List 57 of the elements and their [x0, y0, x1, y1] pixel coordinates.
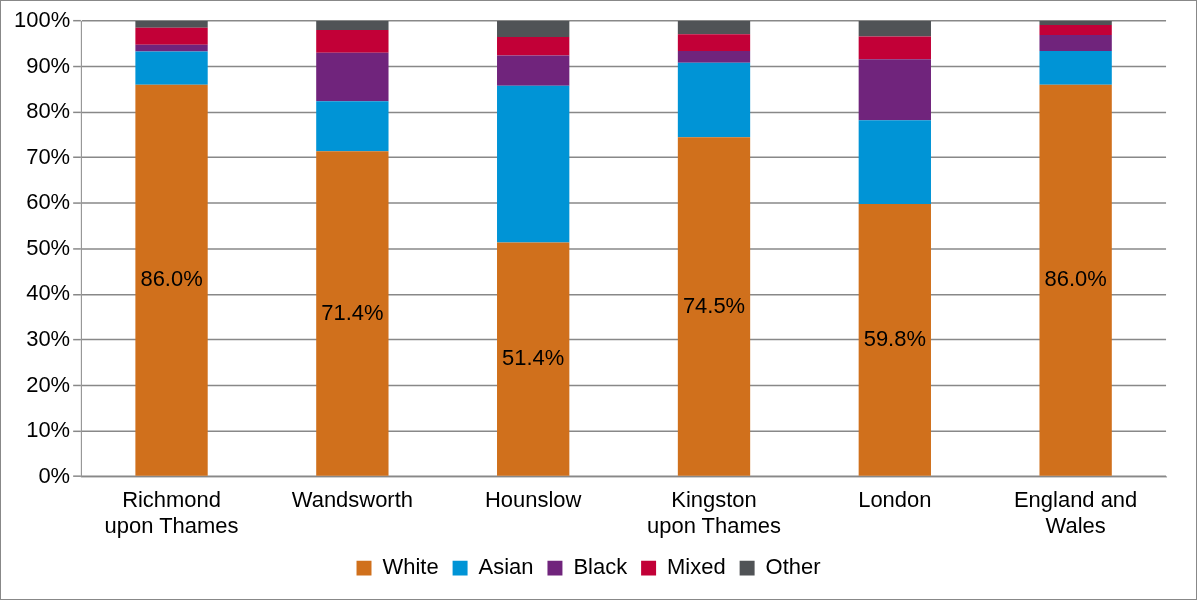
bar — [135, 27, 208, 45]
bar — [497, 85, 570, 243]
data-label: 59.8% — [863, 326, 926, 352]
bar — [1039, 35, 1112, 52]
y-tick-label: 40% — [26, 280, 71, 306]
y-tick-label: 100% — [14, 6, 71, 32]
x-tick-label: London — [858, 486, 932, 512]
bar — [677, 137, 751, 476]
bar — [316, 52, 389, 102]
bar — [135, 84, 208, 476]
bar — [135, 20, 208, 28]
data-label: 71.4% — [321, 299, 384, 325]
bar — [316, 30, 389, 53]
legend-label: Other — [765, 554, 821, 580]
y-tick-label: 60% — [26, 189, 71, 215]
y-tick-label: 90% — [26, 52, 71, 78]
bar — [1039, 51, 1112, 85]
bar — [316, 101, 389, 152]
bar — [497, 242, 570, 476]
bar — [677, 51, 751, 63]
bar — [316, 151, 389, 476]
bar — [1039, 25, 1112, 36]
y-tick-label: 50% — [26, 234, 71, 260]
data-label: 51.4% — [502, 345, 565, 371]
x-tick-label: Kingston upon Thames — [647, 486, 781, 539]
bar — [677, 62, 751, 138]
bar — [677, 20, 751, 35]
x-tick-label: England and Wales — [1013, 486, 1138, 539]
x-tick-label: Hounslow — [484, 486, 582, 512]
data-label: 86.0% — [140, 266, 203, 292]
bar — [316, 20, 389, 31]
y-tick-label: 10% — [26, 417, 71, 443]
bar — [1039, 84, 1112, 476]
y-tick-label: 20% — [26, 371, 71, 397]
y-tick-label: 0% — [38, 462, 71, 488]
bar — [858, 59, 931, 121]
bar — [858, 120, 931, 205]
legend-label: Mixed — [667, 554, 726, 580]
legend-label: White — [382, 554, 439, 580]
y-tick-label: 30% — [26, 325, 71, 351]
y-tick-label: 70% — [26, 143, 71, 169]
x-tick-label: Wandsworth — [291, 486, 413, 512]
bar — [677, 34, 751, 52]
data-label: 86.0% — [1044, 266, 1107, 292]
bar — [858, 20, 931, 37]
bar — [497, 20, 570, 37]
legend-label: Asian — [478, 554, 534, 580]
bar — [497, 36, 570, 56]
x-tick-label: Richmond upon Thames — [104, 486, 239, 539]
y-tick-label: 80% — [26, 98, 71, 124]
data-label: 74.5% — [682, 292, 746, 318]
legend-label: Black — [573, 554, 628, 580]
bar — [135, 51, 208, 85]
bar — [1039, 20, 1112, 26]
bar — [858, 36, 931, 60]
bar — [497, 55, 570, 86]
bar — [858, 204, 931, 476]
